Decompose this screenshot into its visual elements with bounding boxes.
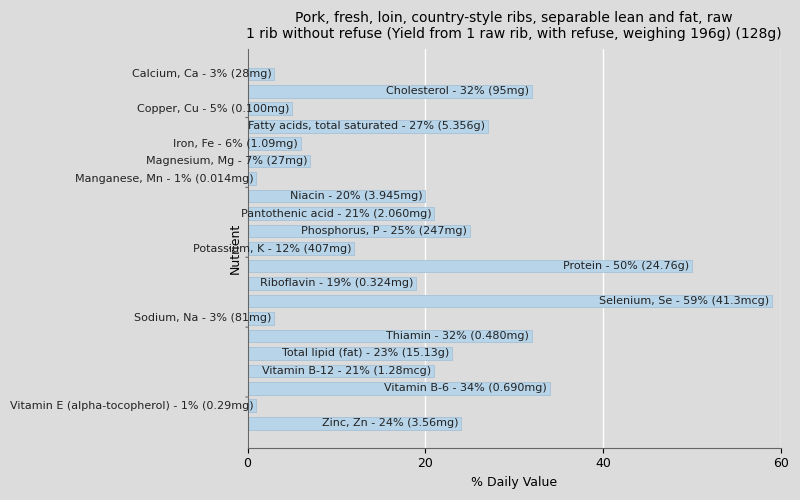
Bar <box>247 242 354 255</box>
Bar <box>247 364 434 377</box>
Text: Sodium, Na - 3% (81mg): Sodium, Na - 3% (81mg) <box>134 314 271 324</box>
Bar <box>247 102 292 115</box>
Bar <box>247 68 274 80</box>
X-axis label: % Daily Value: % Daily Value <box>471 476 558 489</box>
Text: Iron, Fe - 6% (1.09mg): Iron, Fe - 6% (1.09mg) <box>174 138 298 148</box>
Bar <box>247 417 461 430</box>
Text: Vitamin B-12 - 21% (1.28mcg): Vitamin B-12 - 21% (1.28mcg) <box>262 366 431 376</box>
Bar <box>247 85 532 98</box>
Text: Niacin - 20% (3.945mg): Niacin - 20% (3.945mg) <box>290 191 422 201</box>
Text: Copper, Cu - 5% (0.100mg): Copper, Cu - 5% (0.100mg) <box>137 104 290 114</box>
Bar <box>247 138 301 150</box>
Bar <box>247 172 256 185</box>
Text: Total lipid (fat) - 23% (15.13g): Total lipid (fat) - 23% (15.13g) <box>282 348 450 358</box>
Text: Manganese, Mn - 1% (0.014mg): Manganese, Mn - 1% (0.014mg) <box>75 174 254 184</box>
Text: Phosphorus, P - 25% (247mg): Phosphorus, P - 25% (247mg) <box>302 226 467 236</box>
Text: Vitamin E (alpha-tocopherol) - 1% (0.29mg): Vitamin E (alpha-tocopherol) - 1% (0.29m… <box>10 401 254 411</box>
Bar <box>247 277 417 289</box>
Text: Fatty acids, total saturated - 27% (5.356g): Fatty acids, total saturated - 27% (5.35… <box>248 121 485 131</box>
Text: Pantothenic acid - 21% (2.060mg): Pantothenic acid - 21% (2.060mg) <box>241 208 431 218</box>
Bar <box>247 347 452 360</box>
Text: Thiamin - 32% (0.480mg): Thiamin - 32% (0.480mg) <box>386 331 530 341</box>
Bar <box>247 208 434 220</box>
Bar <box>247 190 426 202</box>
Bar <box>247 260 692 272</box>
Bar <box>247 294 772 307</box>
Text: Protein - 50% (24.76g): Protein - 50% (24.76g) <box>563 261 690 271</box>
Bar <box>247 330 532 342</box>
Text: Potassium, K - 12% (407mg): Potassium, K - 12% (407mg) <box>193 244 351 254</box>
Y-axis label: Nutrient: Nutrient <box>229 223 242 274</box>
Text: Riboflavin - 19% (0.324mg): Riboflavin - 19% (0.324mg) <box>260 278 414 288</box>
Text: Cholesterol - 32% (95mg): Cholesterol - 32% (95mg) <box>386 86 530 97</box>
Bar <box>247 120 487 132</box>
Text: Calcium, Ca - 3% (28mg): Calcium, Ca - 3% (28mg) <box>132 69 271 79</box>
Bar <box>247 382 550 394</box>
Bar <box>247 155 310 168</box>
Bar <box>247 225 470 237</box>
Text: Zinc, Zn - 24% (3.56mg): Zinc, Zn - 24% (3.56mg) <box>322 418 458 428</box>
Bar <box>247 400 256 412</box>
Text: Selenium, Se - 59% (41.3mcg): Selenium, Se - 59% (41.3mcg) <box>599 296 770 306</box>
Text: Magnesium, Mg - 7% (27mg): Magnesium, Mg - 7% (27mg) <box>146 156 307 166</box>
Bar <box>247 312 274 324</box>
Title: Pork, fresh, loin, country-style ribs, separable lean and fat, raw
1 rib without: Pork, fresh, loin, country-style ribs, s… <box>246 11 782 42</box>
Text: Vitamin B-6 - 34% (0.690mg): Vitamin B-6 - 34% (0.690mg) <box>384 384 547 394</box>
